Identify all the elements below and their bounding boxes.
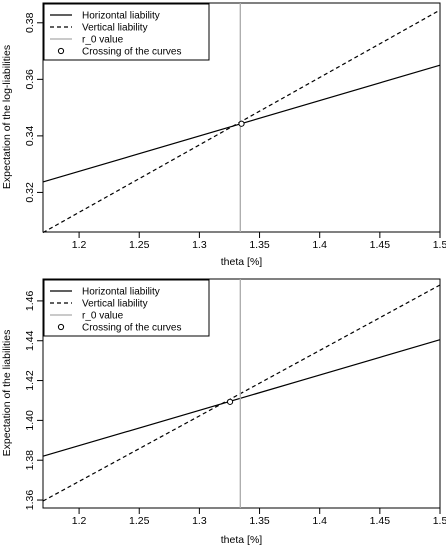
legend-label: Vertical liability (82, 23, 148, 34)
legend-label: Crossing of the curves (82, 323, 182, 334)
x-tick-label: 1.35 (249, 239, 270, 251)
x-tick-label: 1.45 (370, 515, 391, 527)
x-tick-label: 1.25 (129, 515, 150, 527)
x-axis-label: theta [%] (221, 256, 263, 268)
x-tick-label: 1.3 (192, 239, 207, 251)
y-tick-label: 1.44 (24, 330, 36, 351)
y-tick-label: 0.34 (24, 125, 36, 146)
x-tick-label: 1.4 (312, 515, 327, 527)
chart-panel-1: 1.2 1.25 1.3 1.35 1.4 1.45 1.5 0.32 0.34 0.36 0.38… (1, 2, 446, 268)
y-axis-label: Expectation of the log-liabilities (1, 45, 13, 189)
legend-marker (57, 47, 65, 55)
x-tick-label: 1.35 (249, 515, 270, 527)
y-tick-label: 0.36 (24, 69, 36, 90)
y-tick-label: 0.38 (24, 12, 36, 33)
legend-label: r_0 value (82, 35, 124, 46)
x-tick-label: 1.5 (433, 515, 446, 527)
x-tick-label: 1.5 (433, 239, 446, 251)
x-tick-label: 1.2 (72, 239, 87, 251)
legend-box (43, 279, 210, 337)
y-tick-label: 1.40 (24, 410, 36, 431)
crossing-point (226, 398, 234, 405)
x-tick-label: 1.4 (312, 239, 327, 251)
crossing-point (238, 120, 245, 127)
y-tick-label: 1.38 (24, 450, 36, 471)
x-tick-label: 1.45 (370, 239, 391, 251)
x-tick-label: 1.2 (72, 515, 87, 527)
legend-box (43, 3, 210, 61)
legend-label: Crossing of the curves (82, 47, 182, 58)
y-tick-label: 1.46 (24, 291, 36, 312)
chart-panel-2: 1.2 1.25 1.3 1.35 1.4 1.45 1.5 1.36 1.38 1.40 1.42… (1, 278, 446, 546)
legend-label: r_0 value (82, 311, 124, 322)
plot-frame (42, 278, 441, 509)
legend-label: Horizontal liability (82, 287, 160, 298)
vertical-liability-line (42, 284, 441, 502)
legend-marker (57, 323, 65, 331)
horizontal-liability-line (42, 339, 441, 457)
legend-label: Horizontal liability (82, 11, 160, 22)
y-axis-label: Expectation of the liabilities (1, 330, 13, 457)
x-tick-label: 1.3 (192, 515, 207, 527)
y-tick-label: 1.42 (24, 370, 36, 391)
y-tick-label: 1.36 (24, 490, 36, 511)
plot-frame (42, 2, 441, 233)
x-tick-label: 1.25 (129, 239, 150, 251)
y-tick-label: 0.32 (24, 182, 36, 203)
legend-label: Vertical liability (82, 299, 148, 310)
x-axis-label: theta [%] (221, 534, 263, 546)
